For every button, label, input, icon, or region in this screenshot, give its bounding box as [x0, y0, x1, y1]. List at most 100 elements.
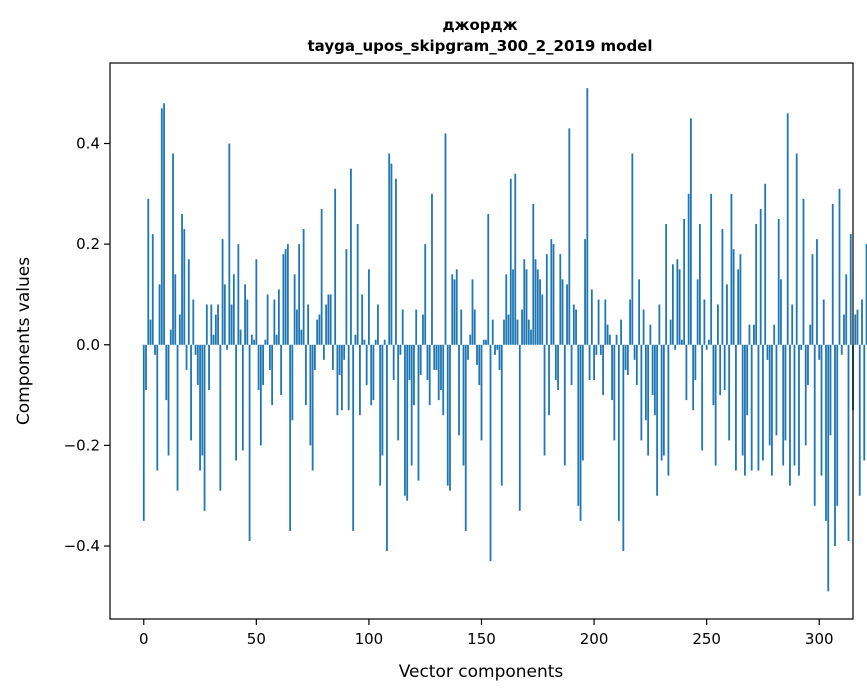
bar — [566, 284, 568, 345]
bar — [228, 143, 231, 345]
bar — [640, 344, 643, 441]
bar — [361, 294, 364, 345]
bar — [230, 304, 233, 345]
bar — [674, 344, 677, 350]
bar — [579, 344, 582, 521]
bar — [615, 334, 618, 345]
bar — [651, 344, 654, 396]
bar — [827, 344, 830, 592]
bar — [737, 269, 740, 345]
bar — [482, 339, 485, 345]
bar — [701, 344, 704, 451]
bar — [356, 224, 359, 345]
bar — [226, 344, 228, 350]
bar — [825, 344, 827, 521]
bar — [710, 193, 713, 345]
bar — [325, 304, 328, 345]
bar — [784, 344, 787, 441]
bar — [861, 299, 863, 345]
bar — [699, 224, 701, 345]
bar — [581, 344, 584, 461]
bar — [705, 344, 708, 350]
bar — [530, 329, 532, 345]
bar — [523, 259, 526, 345]
bar — [322, 344, 325, 360]
bar — [813, 344, 816, 506]
bar — [624, 344, 627, 370]
bar — [248, 344, 251, 542]
bar — [145, 344, 147, 391]
bar — [327, 294, 330, 345]
bar — [854, 314, 857, 345]
bar — [708, 339, 710, 345]
bar — [732, 249, 735, 345]
bar — [757, 344, 760, 471]
bar — [570, 344, 573, 386]
bar — [476, 344, 478, 365]
bar — [320, 208, 323, 345]
bar — [631, 153, 634, 345]
bar — [626, 344, 629, 375]
bar — [239, 329, 242, 345]
bar — [667, 344, 670, 476]
bar — [289, 344, 292, 531]
bar — [577, 344, 580, 506]
bar — [257, 344, 260, 391]
bar — [602, 344, 604, 396]
bar — [352, 344, 355, 531]
bar — [313, 344, 316, 370]
bar — [449, 344, 451, 491]
bar — [208, 344, 210, 391]
bar — [568, 128, 571, 345]
bar — [608, 334, 611, 345]
bar — [543, 344, 546, 456]
bar — [820, 344, 823, 476]
bar — [422, 314, 424, 345]
bar — [372, 344, 375, 401]
bar — [744, 344, 746, 476]
bar — [388, 153, 391, 345]
bar — [741, 344, 744, 456]
chart-title: джордж — [442, 16, 517, 34]
y-axis-ticks: −0.4 −0.2 0.0 0.2 0.4 — [64, 135, 110, 555]
bar — [458, 344, 460, 436]
bar — [280, 344, 283, 396]
bar — [282, 254, 285, 345]
bar — [223, 284, 226, 345]
bar — [241, 344, 244, 451]
bar — [534, 259, 537, 345]
bar — [532, 203, 535, 345]
bar — [205, 304, 208, 345]
x-tick-label: 250 — [692, 630, 721, 648]
bar — [662, 344, 665, 456]
bar — [692, 344, 695, 411]
bar — [635, 344, 638, 386]
bar — [266, 294, 269, 345]
bar — [255, 259, 258, 345]
bar — [811, 254, 814, 345]
bar — [480, 344, 483, 441]
bar — [469, 334, 472, 345]
bar — [277, 289, 280, 345]
bar — [271, 344, 274, 406]
y-tick-label: −0.2 — [64, 436, 100, 454]
bar — [584, 239, 586, 345]
bar — [836, 344, 839, 506]
bar — [671, 264, 674, 345]
bar — [818, 344, 821, 360]
bar — [178, 314, 181, 345]
bar — [541, 294, 544, 345]
bar — [437, 344, 440, 401]
bar — [561, 279, 564, 345]
bar — [735, 344, 737, 471]
bar — [728, 344, 731, 441]
bar — [185, 344, 188, 370]
bar — [647, 344, 650, 456]
bar — [390, 163, 393, 345]
bar — [656, 344, 659, 496]
bar — [802, 198, 805, 345]
bar — [642, 309, 645, 345]
y-axis-label: Components values — [14, 257, 34, 425]
bar — [302, 229, 305, 345]
